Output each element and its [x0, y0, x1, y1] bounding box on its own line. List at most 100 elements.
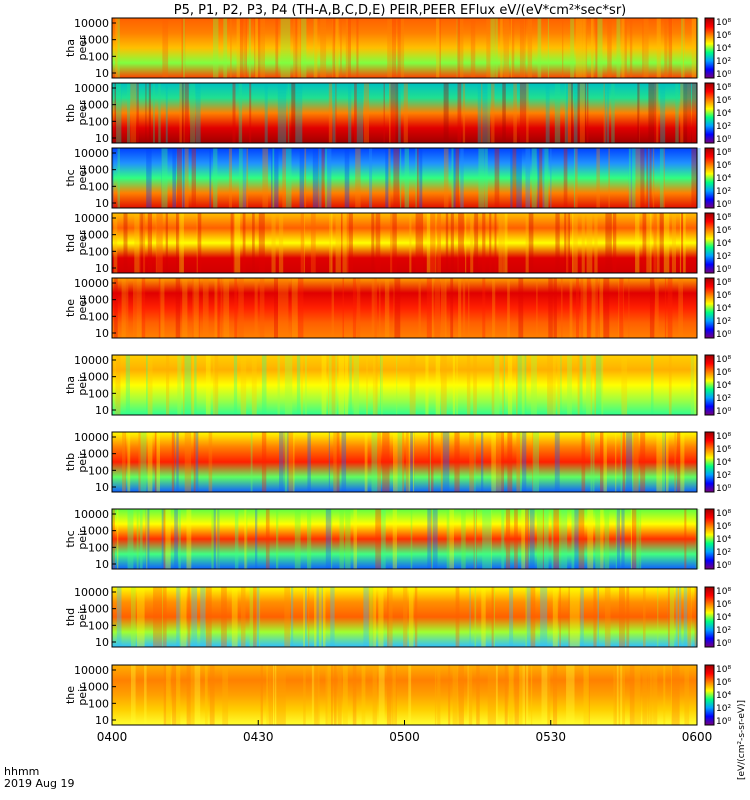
texture-stripe: [456, 355, 458, 415]
texture-stripe: [474, 213, 479, 273]
texture-stripe: [516, 355, 522, 415]
texture-stripe: [568, 587, 570, 647]
texture-stripe: [265, 83, 268, 143]
texture-stripe: [581, 213, 585, 273]
texture-stripe: [578, 509, 585, 569]
texture-stripe: [524, 83, 529, 143]
texture-stripe: [356, 278, 361, 338]
texture-stripe: [507, 355, 513, 415]
texture-stripe: [292, 432, 295, 492]
texture-stripe: [329, 213, 331, 273]
y-tick-label: 1000: [81, 525, 109, 538]
texture-stripe: [144, 665, 147, 725]
texture-stripe: [249, 83, 252, 143]
texture-stripe: [519, 18, 525, 78]
texture-stripe: [295, 83, 300, 143]
texture-stripe: [622, 432, 625, 492]
texture-stripe: [274, 278, 280, 338]
texture-stripe: [403, 83, 408, 143]
texture-stripe: [607, 83, 610, 143]
texture-stripe: [375, 213, 381, 273]
texture-stripe: [628, 148, 631, 208]
texture-stripe: [387, 587, 389, 647]
texture-stripe: [568, 587, 572, 647]
texture-stripe: [562, 18, 564, 78]
texture-stripe: [284, 587, 291, 647]
texture-stripe: [281, 278, 287, 338]
colorbar-scale: [704, 354, 715, 416]
texture-stripe: [639, 509, 642, 569]
texture-stripe: [220, 278, 223, 338]
panel-label: thd peir: [64, 606, 89, 628]
texture-stripe: [342, 278, 344, 338]
texture-stripe: [293, 18, 299, 78]
texture-stripe: [608, 148, 610, 208]
texture-stripe: [204, 665, 208, 725]
texture-stripe: [586, 665, 590, 725]
texture-stripe: [348, 213, 353, 273]
texture-stripe: [537, 18, 542, 78]
texture-stripe: [272, 665, 275, 725]
texture-stripe: [145, 509, 150, 569]
texture-stripe: [484, 148, 488, 208]
texture-stripe: [478, 148, 482, 208]
texture-stripe: [301, 355, 303, 415]
texture-stripe: [580, 18, 583, 78]
colorbar-tick-label: 10⁰: [716, 639, 731, 649]
texture-stripe: [139, 509, 143, 569]
texture-stripe: [482, 213, 486, 273]
texture-stripe: [630, 509, 636, 569]
texture-stripe: [620, 665, 623, 725]
texture-stripe: [621, 355, 628, 415]
colorbar-tick-label: 10²: [716, 704, 731, 714]
texture-stripe: [299, 148, 304, 208]
texture-stripe: [695, 509, 700, 569]
texture-stripe: [586, 355, 591, 415]
texture-stripe: [316, 148, 322, 208]
texture-stripe: [381, 355, 383, 415]
texture-stripe: [468, 665, 473, 725]
texture-stripe: [586, 83, 589, 143]
x-axis-label-hhmm: hhmm: [4, 765, 39, 778]
texture-stripe: [522, 432, 527, 492]
texture-stripe: [443, 83, 449, 143]
texture-stripe: [415, 148, 417, 208]
y-tick-label: 100: [88, 541, 109, 554]
texture-stripe: [340, 18, 342, 78]
panel-label: thd peer: [64, 230, 89, 256]
texture-stripe: [352, 278, 357, 338]
texture-stripe: [671, 665, 677, 725]
texture-stripe: [491, 83, 495, 143]
texture-stripe: [378, 665, 385, 725]
texture-stripe: [313, 148, 319, 208]
texture-stripe: [408, 432, 411, 492]
texture-stripe: [531, 148, 537, 208]
texture-stripe: [239, 148, 246, 208]
panel-label: the peer: [64, 295, 89, 321]
texture-stripe: [378, 587, 384, 647]
texture-stripe: [655, 278, 659, 338]
texture-stripe: [594, 213, 598, 273]
texture-stripe: [401, 432, 405, 492]
y-tick-label: 10000: [74, 354, 109, 367]
texture-stripe: [183, 355, 189, 415]
texture-stripe: [615, 432, 617, 492]
texture-stripe: [640, 432, 646, 492]
texture-stripe: [307, 432, 309, 492]
y-tick-label: 100: [88, 115, 109, 128]
texture-stripe: [577, 355, 583, 415]
colorbar-tick-label: 10⁶: [716, 291, 731, 301]
texture-stripe: [646, 148, 652, 208]
texture-stripe: [287, 83, 290, 143]
texture-stripe: [155, 213, 159, 273]
texture-stripe: [217, 509, 220, 569]
spectrogram-texture: [114, 83, 697, 143]
texture-stripe: [315, 587, 321, 647]
texture-stripe: [495, 18, 498, 78]
texture-stripe: [557, 213, 560, 273]
texture-stripe: [391, 665, 397, 725]
texture-stripe: [255, 509, 258, 569]
texture-stripe: [505, 509, 511, 569]
texture-stripe: [453, 665, 458, 725]
texture-stripe: [401, 18, 403, 78]
